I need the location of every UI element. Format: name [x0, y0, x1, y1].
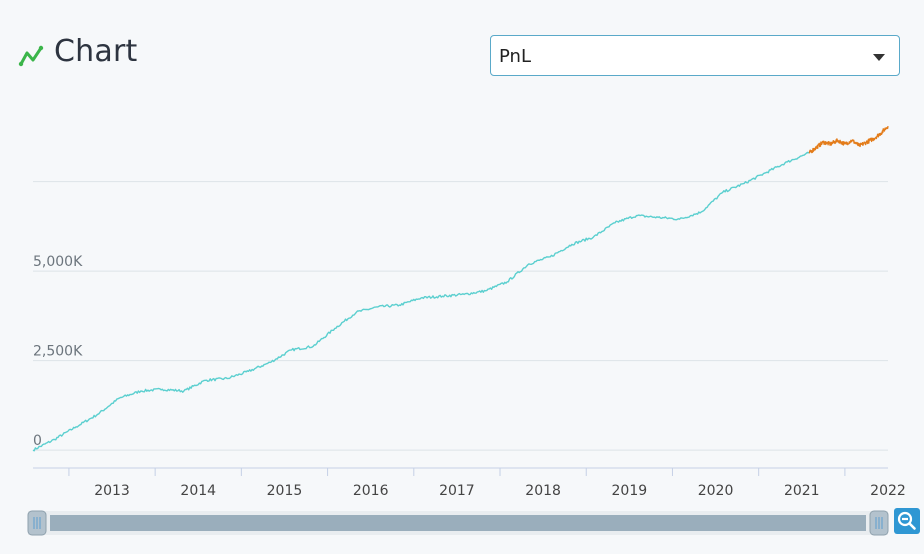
x-tick-label: 2022 — [870, 483, 906, 499]
x-tick-label: 2014 — [180, 483, 216, 499]
navigator-range[interactable] — [50, 515, 866, 531]
series-line — [808, 125, 889, 154]
zoom-out-icon — [897, 511, 916, 530]
page-title: Chart — [54, 34, 138, 69]
y-tick-label: 0 — [33, 433, 42, 449]
series-line — [32, 151, 810, 452]
line-chart-icon — [18, 45, 44, 67]
x-tick-label: 2015 — [267, 483, 303, 499]
x-tick-label: 2018 — [525, 483, 561, 499]
x-tick-label: 2017 — [439, 483, 475, 499]
x-tick-label: 2020 — [698, 483, 734, 499]
x-tick-label: 2016 — [353, 483, 389, 499]
zoom-out-button[interactable] — [894, 508, 920, 534]
x-tick-label: 2021 — [784, 483, 820, 499]
chevron-down-icon — [873, 54, 885, 61]
x-tick-label: 2019 — [612, 483, 648, 499]
metric-select-value: PnL — [499, 46, 531, 67]
metric-select[interactable]: PnL — [490, 35, 900, 76]
y-tick-label: 5,000K — [33, 254, 83, 270]
x-tick-label: 2013 — [94, 483, 130, 499]
y-tick-label: 2,500K — [33, 344, 83, 360]
